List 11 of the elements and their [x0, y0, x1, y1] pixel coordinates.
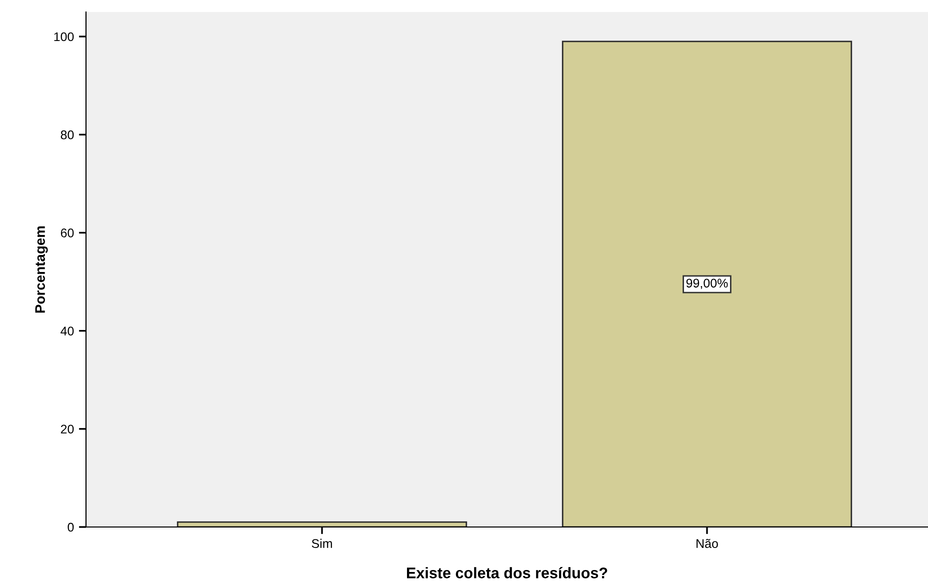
y-axis-title: Porcentagem [35, 226, 48, 313]
x-axis-title: Existe coleta dos resíduos? [406, 566, 608, 578]
y-tick-label: 60 [60, 228, 74, 238]
y-tick-label: 40 [60, 326, 74, 336]
y-tick-label: 100 [54, 32, 74, 42]
x-tick-label: Não [696, 538, 718, 548]
y-tick-label: 0 [68, 522, 74, 532]
y-tick-label: 20 [60, 424, 74, 434]
x-tick-label: Sim [312, 538, 332, 548]
data-label: 99,00% [686, 278, 728, 290]
y-tick-label: 80 [60, 130, 74, 140]
